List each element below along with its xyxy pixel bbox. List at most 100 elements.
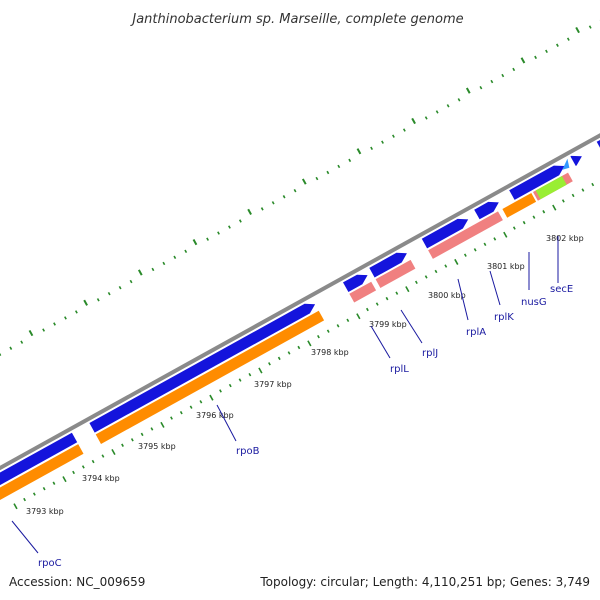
topology-summary: Topology: circular; Length: 4,110,251 bp… [259,575,590,589]
cds-forward-5 [421,218,469,249]
outer-tick [137,269,143,276]
outer-tick [424,116,428,120]
cds-forward-1 [0,432,78,486]
inner-tick [219,389,222,393]
gene-leader-rpoC [11,520,39,554]
feature-layer [0,139,600,501]
outer-tick [260,207,264,211]
inner-tick [42,486,46,491]
outer-tick [129,279,133,284]
inner-tick [522,220,526,225]
outer-tick [9,346,13,350]
inner-tick [179,410,183,415]
outer-tick [96,298,100,302]
inner-tick [150,427,154,431]
outer-tick [238,219,242,223]
inner-tick [121,443,124,447]
gene-forward-1 [0,444,84,501]
gene-label-secE: secE [550,284,573,295]
kbp-tick-labels: 3793 kbp 3794 kbp 3795 kbp 3796 kbp 3797 kbp… [26,234,584,516]
inner-tick [307,340,312,347]
outer-tick [301,178,307,185]
inner-tick [189,405,193,409]
gene-leader-rplK [489,270,501,306]
outer-tick [512,67,516,72]
inner-tick [277,356,281,361]
outer-tick [457,98,461,102]
inner-tick [91,459,95,464]
kbp-tick-label: 3797 kbp [254,380,292,389]
kbp-tick-label: 3793 kbp [26,507,64,516]
inner-tick [23,497,26,502]
rrna-feature-2 [375,259,416,288]
outer-tick [556,43,559,47]
inner-tick [375,302,379,306]
outer-tick [271,201,275,205]
inner-tick [13,503,18,510]
cds-forward-7 [509,165,565,200]
inner-tick [199,400,203,404]
outer-tick [184,249,188,253]
inner-tick [209,394,214,401]
gene-leader-rpoB [216,404,237,442]
gene-label-rpoC: rpoC [38,558,62,569]
inner-tick [346,318,350,323]
outer-tick [118,285,122,290]
outer-tick [392,134,395,138]
outer-tick [356,148,362,155]
inner-tick [493,237,497,241]
outer-tick [446,104,450,108]
inner-tick [365,307,369,312]
outer-tick [53,322,56,326]
outer-tick [337,164,341,169]
outer-tick [534,55,537,60]
outer-tick [228,225,231,229]
outer-tick [74,310,78,314]
inner-tick [32,492,36,496]
backbone-layer [0,133,600,471]
inner-tick [287,351,291,355]
cds-forward-2 [89,303,316,433]
inner-tick [140,432,144,437]
inner-tick [581,188,585,192]
outer-tick [0,352,2,356]
outer-tick [282,195,286,199]
outer-tick [566,37,570,41]
inner-tick [463,253,467,257]
inner-tick [52,481,56,485]
outer-tick [151,267,155,272]
kbp-tick-label: 3798 kbp [311,348,349,357]
rrna-feature-1 [349,281,377,303]
cds-forward-3 [343,274,368,292]
inner-tick [424,275,428,279]
inner-tick [268,362,271,366]
outer-tick [206,237,210,241]
inner-tick [571,193,575,198]
inner-tick [561,199,565,203]
genome-backbone [0,133,600,471]
inner-tick [454,258,459,265]
inner-tick [405,286,410,293]
outer-tick [575,26,580,34]
outer-tick [107,292,111,296]
outer-tick [173,255,177,260]
inner-tick [81,465,85,469]
outer-tick [64,316,67,320]
outer-tick [370,146,374,150]
inner-tick [414,280,418,285]
inner-tick [552,204,557,211]
outer-tick [20,340,24,344]
rrna-feature-3 [428,211,503,259]
inner-tick [503,231,508,238]
outer-tick [348,158,352,163]
inner-tick [228,383,232,388]
inner-tick [512,226,516,230]
inner-tick [483,242,487,247]
cds-forward-6 [474,201,499,220]
small-feature [562,158,570,170]
kbp-tick-label: 3801 kbp [487,262,525,271]
gene-label-rplA: rplA [466,327,486,338]
outer-tick [381,140,384,144]
outer-tick [435,110,439,114]
